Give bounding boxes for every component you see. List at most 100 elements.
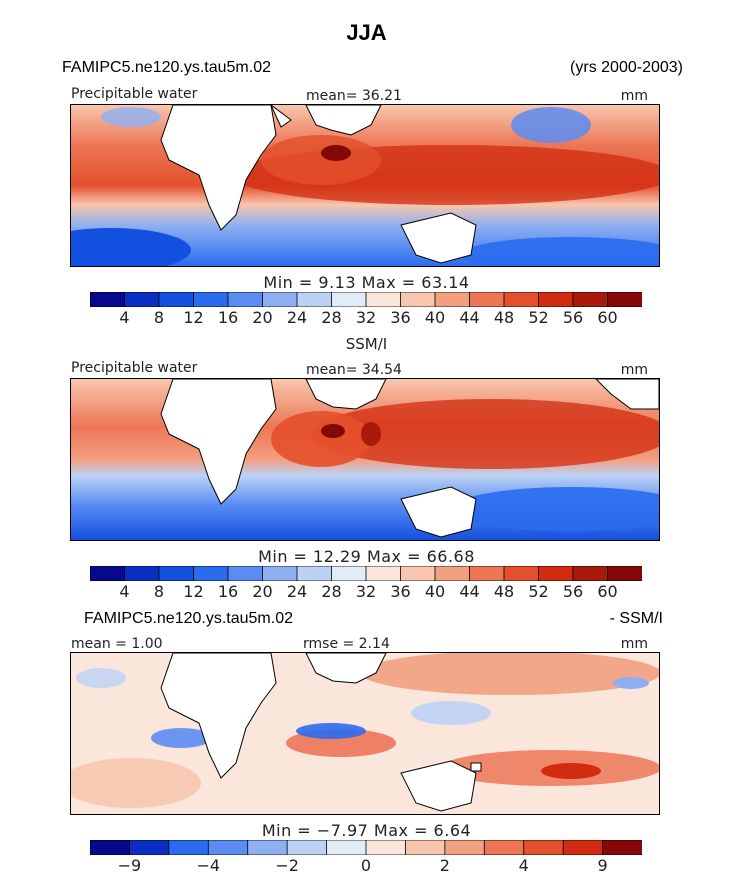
colorbar-swatch [434, 566, 471, 581]
colorbar-swatch [607, 566, 642, 581]
panel2-variable-label: Precipitable water [71, 360, 198, 376]
colorbar-tick-label: 16 [217, 582, 239, 601]
colorbar-tick-label: 12 [183, 582, 204, 601]
colorbar-diff-swatch [168, 840, 210, 855]
panel3-stats: Min = −7.97 Max = 6.64 [261, 821, 472, 840]
panel2-title: SSM/I [345, 335, 388, 353]
colorbar-tick-label: 28 [321, 308, 342, 327]
colorbar-tick-label: 8 [153, 308, 165, 327]
colorbar-swatch [607, 292, 642, 307]
colorbar-tick-label: 56 [562, 582, 584, 601]
colorbar-diff-swatch [326, 840, 367, 855]
colorbar-tick-label: 56 [562, 308, 584, 327]
colorbar-tick-label: 4 [518, 856, 529, 875]
colorbar-swatch [503, 292, 540, 307]
colorbar-tick-label: 24 [286, 308, 308, 327]
colorbar-tick-label: 9 [597, 856, 608, 875]
colorbar-tick-label: 48 [493, 308, 515, 327]
colorbar-swatch [90, 566, 126, 581]
colorbar-swatch [400, 292, 436, 307]
panel3-rmse-label: rmse = 2.14 [303, 636, 390, 652]
panel3-colorbar-ticks: −9 −4 −2 0 2 4 9 [0, 856, 733, 876]
colorbar-swatch [538, 292, 574, 307]
colorbar-diff-swatch [444, 840, 486, 855]
colorbar-tick-label: 8 [153, 582, 165, 601]
panel1-colorbar [90, 292, 642, 307]
colorbar-swatch [469, 292, 505, 307]
colorbar-tick-label: 52 [528, 308, 549, 327]
panel1-stats: Min = 9.13 Max = 63.14 [263, 273, 470, 292]
colorbar-tick-label: 44 [459, 582, 480, 601]
panel2-colorbar [90, 566, 642, 581]
colorbar-diff-swatch [405, 840, 446, 855]
colorbar-diff-swatch [365, 840, 407, 855]
colorbar-tick-label: 20 [252, 582, 273, 601]
panel1-unit-label: mm [620, 88, 648, 104]
colorbar-tick-label: 0 [360, 856, 372, 875]
colorbar-diff-swatch [483, 840, 525, 855]
colorbar-tick-label: 32 [355, 582, 377, 601]
colorbar-tick-label: 36 [390, 308, 411, 327]
colorbar-swatch [262, 292, 298, 307]
colorbar-swatch [331, 566, 367, 581]
panel1-map [70, 104, 660, 267]
colorbar-diff-swatch [286, 840, 328, 855]
colorbar-swatch [124, 566, 160, 581]
colorbar-tick-label: 32 [355, 308, 377, 327]
colorbar-tick-label: 52 [528, 582, 549, 601]
colorbar-swatch [262, 566, 298, 581]
colorbar-tick-label: 40 [424, 582, 446, 601]
colorbar-diff-swatch [602, 840, 642, 855]
colorbar-swatch [400, 566, 436, 581]
colorbar-swatch [193, 566, 229, 581]
colorbar-tick-label: 12 [183, 308, 204, 327]
colorbar-diff-swatch [247, 840, 289, 855]
colorbar-diff-swatch [207, 840, 249, 855]
colorbar-swatch [434, 292, 471, 307]
colorbar-swatch [331, 292, 367, 307]
panel1-variable-label: Precipitable water [71, 86, 198, 102]
colorbar-swatch [227, 566, 264, 581]
colorbar-swatch [469, 566, 505, 581]
years-label: (yrs 2000-2003) [570, 59, 683, 76]
panel3-case-name: FAMIPC5.ne120.ys.tau5m.02 [84, 610, 293, 627]
colorbar-tick-label: 4 [119, 308, 130, 327]
panel3-unit-label: mm [620, 636, 648, 652]
panel2-colorbar-ticks: 4 8 12 16 20 24 28 32 36 40 44 48 52 56 60 [0, 582, 733, 602]
colorbar-tick-label: 2 [439, 856, 450, 875]
colorbar-tick-label: 36 [390, 582, 411, 601]
colorbar-diff-swatch [90, 840, 131, 855]
colorbar-diff-swatch [129, 840, 170, 855]
panel3-map [70, 652, 660, 815]
colorbar-swatch [572, 292, 609, 307]
colorbar-tick-label: −4 [196, 856, 221, 875]
page-title: JJA [346, 20, 387, 45]
colorbar-swatch [227, 292, 264, 307]
panel1-colorbar-ticks: 4 8 12 16 20 24 28 32 36 40 44 48 52 56 60 [0, 308, 733, 328]
colorbar-tick-label: 60 [597, 308, 618, 327]
colorbar-diff-swatch [523, 840, 565, 855]
colorbar-swatch [538, 566, 574, 581]
colorbar-swatch [158, 566, 195, 581]
colorbar-swatch [296, 292, 333, 307]
colorbar-tick-label: −9 [117, 856, 142, 875]
colorbar-tick-label: 48 [493, 582, 515, 601]
panel2-map [70, 378, 660, 541]
colorbar-tick-label: 16 [217, 308, 239, 327]
colorbar-swatch [90, 292, 126, 307]
colorbar-swatch [365, 292, 402, 307]
colorbar-swatch [296, 566, 333, 581]
colorbar-tick-label: 4 [119, 582, 130, 601]
panel3-mean-label: mean = 1.00 [71, 636, 163, 652]
colorbar-swatch [365, 566, 402, 581]
colorbar-swatch [503, 566, 540, 581]
colorbar-tick-label: 24 [286, 582, 308, 601]
case-name: FAMIPC5.ne120.ys.tau5m.02 [62, 59, 271, 76]
colorbar-swatch [124, 292, 160, 307]
colorbar-tick-label: 20 [252, 308, 273, 327]
panel2-unit-label: mm [620, 362, 648, 378]
colorbar-tick-label: 60 [597, 582, 618, 601]
colorbar-tick-label: 40 [424, 308, 446, 327]
colorbar-tick-label: 28 [321, 582, 342, 601]
colorbar-tick-label: −2 [275, 856, 299, 875]
